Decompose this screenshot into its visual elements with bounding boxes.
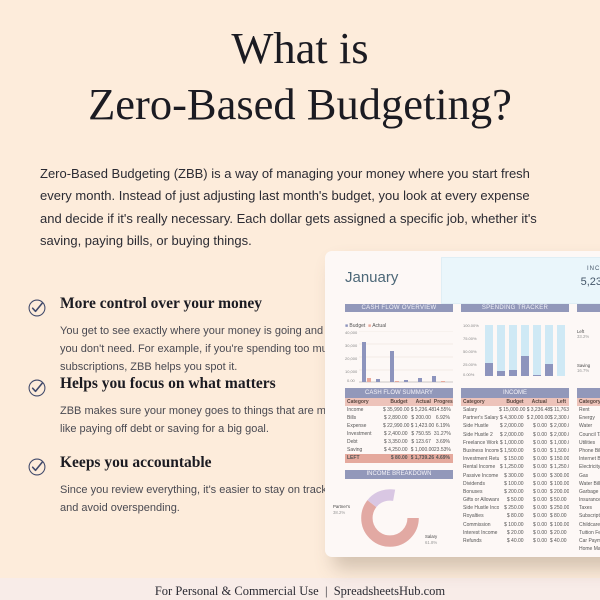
svg-text:25.00%: 25.00%: [463, 362, 477, 367]
svg-text:30,000: 30,000: [345, 343, 358, 348]
svg-text:50.00%: 50.00%: [463, 349, 477, 354]
svg-text:40,000: 40,000: [345, 331, 358, 335]
svg-text:100.00%: 100.00%: [463, 323, 479, 328]
svg-text:10,000: 10,000: [345, 369, 358, 374]
svg-text:0.00%: 0.00%: [463, 372, 475, 377]
svg-text:20,000: 20,000: [345, 356, 358, 361]
svg-text:75.00%: 75.00%: [463, 336, 477, 341]
svg-text:0.00: 0.00: [347, 378, 356, 383]
